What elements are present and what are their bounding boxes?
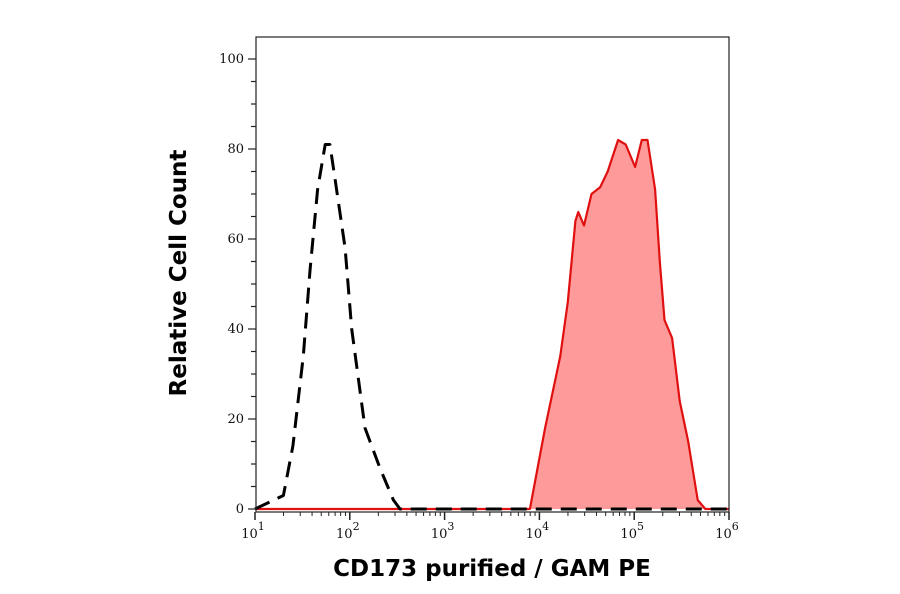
y-tick-label: 60: [227, 232, 244, 247]
y-tick-label: 100: [219, 52, 244, 67]
y-tick-label: 20: [227, 412, 244, 427]
x-tick-label: 102: [336, 520, 360, 542]
x-axis-label: CD173 purified / GAM PE: [333, 556, 651, 582]
plot-frame: [255, 36, 730, 513]
x-tick-label: 106: [715, 520, 739, 542]
x-tick-label: 104: [526, 520, 550, 542]
y-axis-label: Relative Cell Count: [166, 150, 192, 397]
series-line-0: [254, 143, 729, 511]
x-tick-label: 103: [431, 520, 455, 542]
x-tick-label: 101: [241, 520, 265, 542]
y-tick-label: 0: [236, 502, 244, 517]
y-tick-label: 40: [227, 322, 244, 337]
x-tick-label: 105: [620, 520, 644, 542]
series-line-1: [255, 138, 729, 511]
y-tick-label: 80: [227, 142, 244, 157]
series-fill-1: [255, 140, 729, 509]
